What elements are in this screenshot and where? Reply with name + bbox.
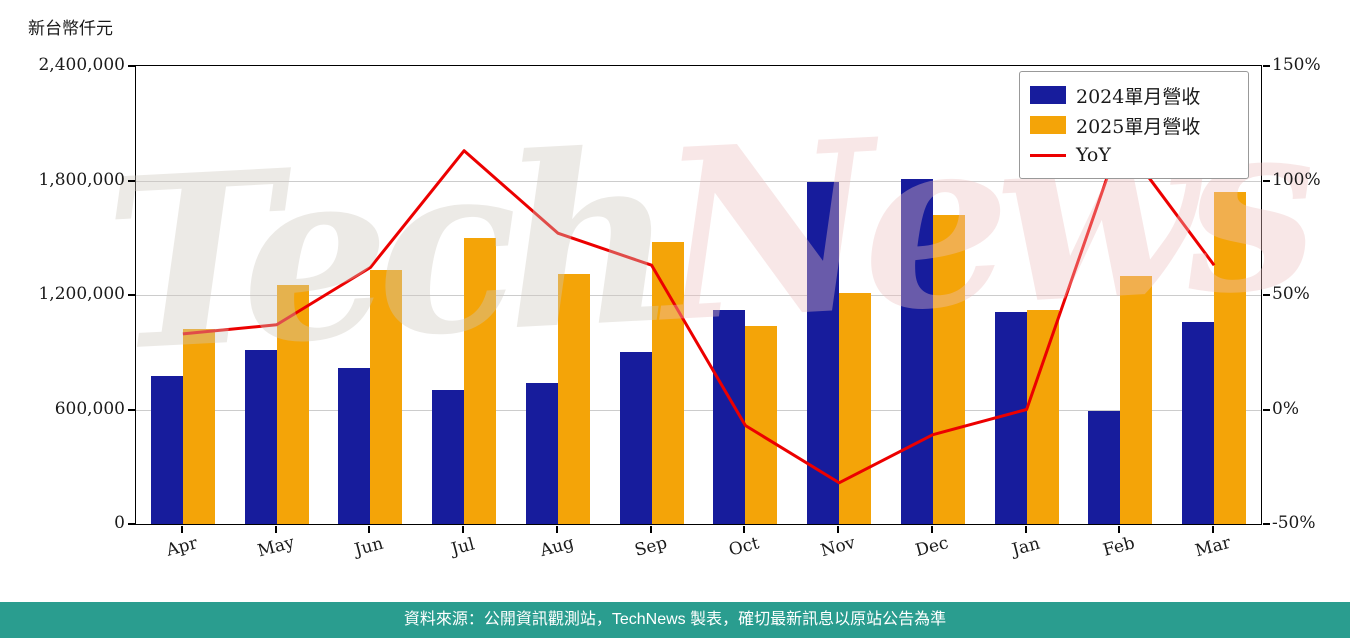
- bar-2025-sep: [651, 241, 684, 524]
- gridline: [136, 180, 1261, 182]
- bar-2025-jun: [370, 270, 403, 524]
- right-axis-tick-label: 150%: [1272, 55, 1321, 75]
- x-axis-tick-label: Feb: [1101, 533, 1138, 561]
- bar-2025-nov: [839, 293, 872, 524]
- y-axis-tick-mark: [128, 408, 135, 411]
- x-axis-tick-label: Oct: [727, 533, 762, 561]
- y-axis-tick-mark: [128, 179, 135, 182]
- legend-label: 2024單月營收: [1076, 85, 1201, 108]
- legend-label: YoY: [1076, 144, 1111, 166]
- x-axis-tick-mark: [837, 526, 840, 533]
- bar-2024-may: [244, 350, 277, 524]
- x-axis-tick-mark: [649, 526, 652, 533]
- bar-2025-feb: [1120, 275, 1153, 524]
- y-axis-tick-mark: [128, 65, 135, 67]
- y-axis-tick-mark: [128, 294, 135, 296]
- bar-2025-may: [276, 285, 309, 524]
- x-axis-tick-label: Mar: [1193, 532, 1233, 562]
- legend-item-0: 2024單月營收: [1030, 80, 1238, 110]
- x-axis-tick-mark: [555, 526, 558, 533]
- x-axis-tick-label: Jun: [352, 533, 386, 561]
- x-axis-tick-mark: [462, 526, 465, 533]
- x-axis-tick-mark: [1212, 526, 1215, 533]
- x-axis-tick-label: Nov: [818, 532, 858, 562]
- bar-2024-oct: [713, 310, 746, 524]
- legend: 2024單月營收 2025單月營收 YoY: [1019, 71, 1249, 179]
- bar-2025-dec: [932, 214, 965, 524]
- x-axis-tick-label: Jan: [1009, 533, 1042, 561]
- bar-2024-dec: [900, 178, 933, 524]
- right-axis-tick-mark: [1263, 408, 1270, 411]
- bar-2025-oct: [745, 325, 778, 524]
- y-axis-tick-label: 1,200,000: [38, 284, 125, 304]
- right-axis-tick-mark: [1263, 523, 1270, 525]
- x-axis-tick-mark: [368, 526, 371, 533]
- footer-text: 資料來源：公開資訊觀測站，TechNews 製表，確切最新訊息以原站公告為準: [403, 611, 947, 628]
- bar-2024-sep: [619, 352, 652, 524]
- x-axis-tick-mark: [180, 526, 183, 533]
- right-axis-tick-label: 100%: [1272, 169, 1321, 190]
- x-axis-tick-mark: [1118, 526, 1121, 533]
- bar-2024-nov: [807, 182, 840, 524]
- legend-line-sample: [1030, 153, 1066, 157]
- y-axis-tick-label: 0: [114, 513, 125, 533]
- legend-label: 2025單月營收: [1076, 115, 1201, 138]
- legend-item-1: 2025單月營收: [1030, 110, 1238, 140]
- bar-2024-mar: [1182, 321, 1215, 524]
- bar-2024-jun: [338, 367, 371, 524]
- legend-color-swatch: [1030, 116, 1066, 134]
- y-axis-tick-label: 1,800,000: [38, 169, 125, 190]
- y-axis-tick-label: 600,000: [54, 398, 125, 419]
- plot-area: TechNews 2024單月營收 2025單月營收 YoY: [100, 65, 1310, 525]
- bar-2025-mar: [1214, 191, 1247, 524]
- right-axis-tick-mark: [1263, 294, 1270, 296]
- right-axis-tick-mark: [1263, 179, 1270, 182]
- bar-2025-jul: [464, 237, 497, 524]
- footer-bar: 資料來源：公開資訊觀測站，TechNews 製表，確切最新訊息以原站公告為準: [0, 602, 1350, 638]
- bar-2024-jan: [994, 312, 1027, 524]
- right-axis-tick-mark: [1263, 65, 1270, 67]
- x-axis-tick-mark: [274, 526, 277, 533]
- legend-color-swatch: [1030, 86, 1066, 104]
- x-axis-tick-label: Dec: [913, 533, 951, 561]
- x-axis-tick-label: May: [255, 532, 297, 562]
- bar-2025-apr: [182, 329, 215, 524]
- right-axis-tick-label: -50%: [1272, 513, 1316, 533]
- x-axis-tick-mark: [743, 526, 746, 533]
- x-axis-tick-mark: [930, 526, 933, 533]
- bar-2024-feb: [1088, 411, 1121, 524]
- bar-2025-jan: [1026, 310, 1059, 524]
- x-axis-tick-mark: [1024, 526, 1027, 533]
- bar-2024-jul: [432, 390, 465, 524]
- bar-2025-aug: [557, 274, 590, 524]
- bar-2024-aug: [525, 382, 558, 524]
- y-axis-tick-mark: [128, 523, 135, 525]
- bar-2024-apr: [150, 376, 183, 524]
- x-axis-tick-label: Jul: [449, 534, 477, 560]
- legend-item-2: YoY: [1030, 140, 1238, 170]
- y-axis-unit-label: 新台幣仟元: [28, 19, 113, 39]
- right-axis-tick-label: 0%: [1272, 398, 1299, 419]
- x-axis-tick-label: Apr: [164, 533, 200, 561]
- right-axis-tick-label: 50%: [1272, 284, 1310, 304]
- x-axis-tick-label: Sep: [632, 533, 669, 561]
- x-axis-tick-label: Aug: [537, 532, 576, 562]
- y-axis-tick-label: 2,400,000: [38, 55, 125, 75]
